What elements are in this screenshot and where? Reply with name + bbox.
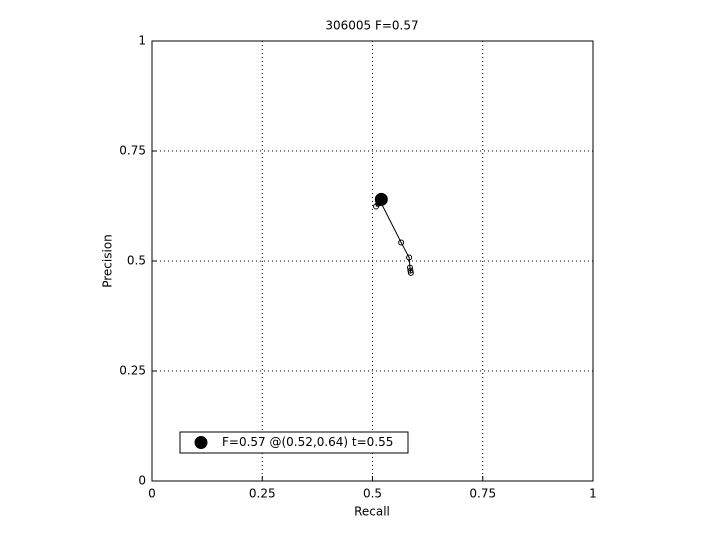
y-tick-label: 1 [138, 34, 146, 48]
y-tick-label: 0.25 [119, 364, 146, 378]
x-tick-label: 0.5 [363, 487, 382, 501]
x-tick-label: 0 [148, 487, 156, 501]
y-tick-label: 0.5 [127, 254, 146, 268]
x-tick-label: 1 [589, 487, 597, 501]
point [407, 267, 414, 274]
legend-label: F=0.57 @(0.52,0.64) t=0.55 [222, 435, 393, 449]
y-tick-label: 0.75 [119, 144, 146, 158]
y-tick-label: 0 [138, 474, 146, 488]
legend-box [179, 431, 409, 454]
y-axis-label: Precision [101, 234, 115, 288]
point [406, 254, 413, 261]
x-axis-label: Recall [354, 505, 390, 519]
plot-frame [151, 40, 594, 482]
chart-title: 306005 F=0.57 [325, 19, 418, 33]
x-tick-label: 0.75 [469, 487, 496, 501]
point [407, 269, 414, 276]
legend-marker [194, 436, 208, 449]
point [398, 239, 405, 246]
x-tick-label: 0.25 [249, 487, 276, 501]
best-point [374, 192, 388, 206]
